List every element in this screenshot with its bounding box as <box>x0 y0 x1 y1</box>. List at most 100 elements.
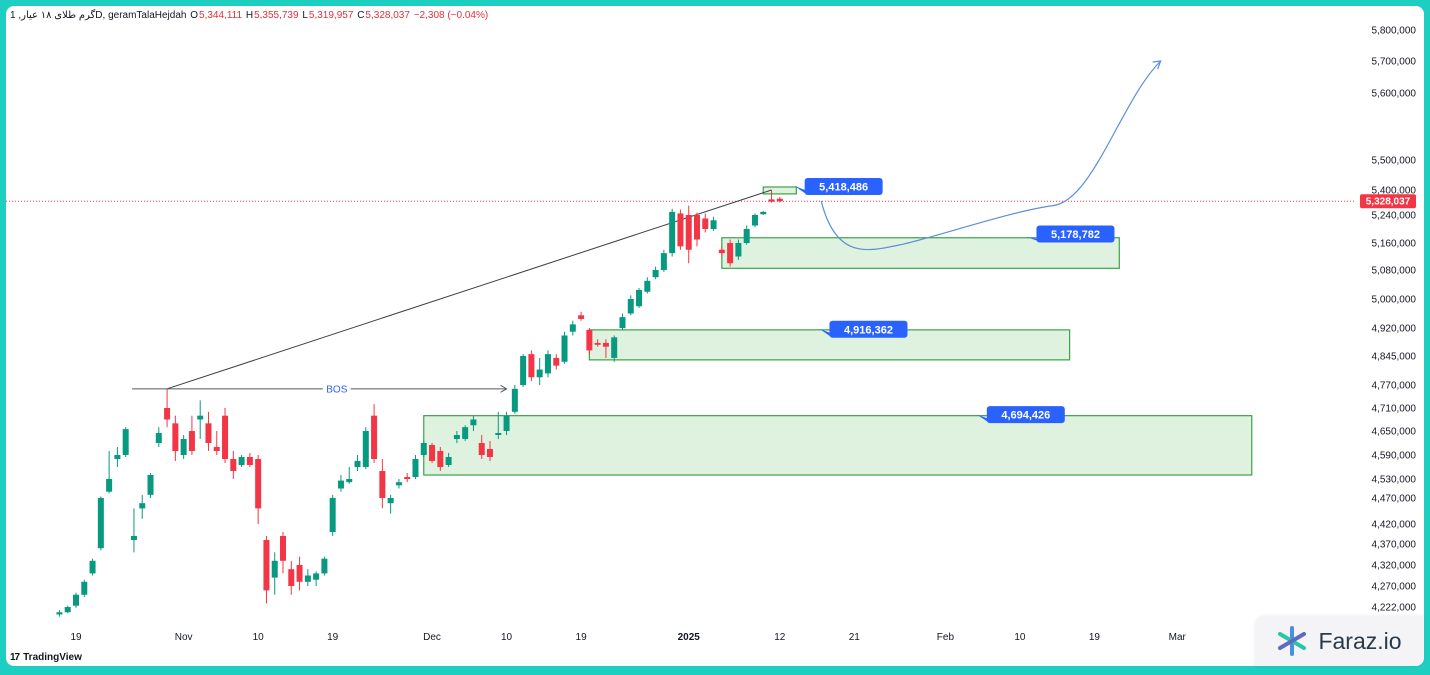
x-tick-label: Nov <box>175 632 193 643</box>
candle-body <box>222 415 229 459</box>
low-value: 5,319,957 <box>308 10 354 21</box>
candle-body <box>677 213 684 247</box>
tradingview-logo[interactable]: 17 TradingView <box>10 652 82 663</box>
y-tick-label: 5,500,000 <box>1372 156 1417 167</box>
candle-body <box>453 435 460 439</box>
price-callout-box <box>829 320 908 338</box>
y-tick-label: 4,370,000 <box>1372 540 1417 551</box>
price-callout-box <box>986 406 1065 424</box>
candle-body <box>660 253 667 270</box>
candle-body <box>685 215 692 250</box>
tradingview-text: TradingView <box>23 652 82 663</box>
y-tick-label: 4,770,000 <box>1372 381 1417 392</box>
close-value: 5,328,037 <box>365 10 410 21</box>
candle-body <box>387 498 394 504</box>
y-tick-label: 5,600,000 <box>1372 89 1417 100</box>
candle-body <box>495 433 502 435</box>
candle-body <box>694 215 700 240</box>
close-label: C <box>357 10 365 21</box>
candle-body <box>569 324 576 332</box>
candle-body <box>536 369 543 378</box>
candle-body <box>122 429 129 455</box>
candle-body <box>652 270 659 278</box>
candle-body <box>172 423 179 451</box>
candle-body <box>462 427 469 439</box>
projection-curve <box>820 60 1162 251</box>
y-tick-label: 5,160,000 <box>1372 239 1417 250</box>
open-value: 5,344,111 <box>199 10 243 21</box>
candle-body <box>97 498 104 549</box>
high-label: H <box>245 10 254 21</box>
candle-body <box>395 482 402 486</box>
price-callout-label: 4,916,362 <box>844 324 893 336</box>
chart-frame: گرم طلای ۱۸ عیار, 1D, geramTalaHejdah O5… <box>6 6 1424 666</box>
candle-body <box>437 451 444 467</box>
y-tick-label: 4,920,000 <box>1372 324 1417 335</box>
tradingview-icon: 17 <box>10 652 20 663</box>
candle-body <box>511 388 518 412</box>
price-callout-label: 5,418,486 <box>819 182 868 194</box>
faraz-watermark: Faraz.io <box>1255 616 1423 666</box>
high-value: 5,355,739 <box>254 10 299 21</box>
x-tick-label: 2025 <box>678 632 701 643</box>
candle-body <box>611 337 618 358</box>
candle-body <box>205 423 212 443</box>
y-tick-label: 4,845,000 <box>1372 352 1417 363</box>
candle-body <box>710 220 717 229</box>
x-tick-label: 10 <box>501 632 513 643</box>
x-tick-label: 19 <box>1089 632 1101 643</box>
symbol-header: گرم طلای ۱۸ عیار, 1D, geramTalaHejdah O5… <box>10 10 489 21</box>
candle-body <box>346 479 353 483</box>
bos-arrow-head <box>500 384 508 393</box>
candle-body <box>271 560 278 578</box>
candle-body <box>379 471 386 498</box>
candle-body <box>586 329 593 351</box>
candle-body <box>760 211 767 215</box>
candle-body <box>669 211 676 254</box>
bos-label: BOS <box>326 384 347 395</box>
y-tick-label: 4,222,000 <box>1372 603 1417 614</box>
candle-body <box>321 558 328 574</box>
candle-body <box>578 315 585 319</box>
candle-body <box>213 447 220 451</box>
candle-body <box>354 461 361 467</box>
candle-body <box>230 459 237 471</box>
faraz-logo-icon <box>1278 626 1307 656</box>
candle-body <box>553 357 560 366</box>
candle-body <box>246 457 253 465</box>
candle-body <box>188 431 195 451</box>
candle-body <box>362 431 369 467</box>
y-tick-label: 4,530,000 <box>1372 475 1417 486</box>
candle-body <box>627 299 634 314</box>
candle-body <box>147 475 154 495</box>
price-chart[interactable]: BOS 5,418,486 5,178,782 4,916,362 4,694,426… <box>6 6 1424 666</box>
candle-body <box>56 612 63 615</box>
x-tick-label: 12 <box>774 632 786 643</box>
candle-body <box>371 415 378 459</box>
candle-body <box>776 198 783 202</box>
price-callout-label: 4,694,426 <box>1001 410 1050 422</box>
x-tick-label: Dec <box>423 632 441 643</box>
candle-body <box>180 439 187 455</box>
candle-body <box>768 199 775 202</box>
y-tick-label: 5,000,000 <box>1372 295 1417 306</box>
y-tick-label: 4,320,000 <box>1372 561 1417 572</box>
candle-body <box>106 479 113 492</box>
candle-body <box>487 449 493 457</box>
candle-body <box>304 575 311 582</box>
y-tick-label: 5,800,000 <box>1372 26 1417 37</box>
price-callout-box <box>804 178 883 195</box>
support-zone <box>762 186 797 195</box>
candle-body <box>288 569 295 586</box>
x-tick-label: 21 <box>849 632 861 643</box>
candle-body <box>718 249 725 254</box>
y-tick-label: 5,080,000 <box>1372 266 1417 277</box>
candle-body <box>478 443 485 455</box>
candle-body <box>81 581 88 595</box>
symbol-name[interactable]: گرم طلای ۱۸ عیار, 1D, geramTalaHejdah <box>10 10 187 21</box>
candle-body <box>520 356 527 385</box>
candle-body <box>296 565 303 582</box>
candle-body <box>602 342 609 347</box>
y-tick-label: 4,270,000 <box>1372 582 1417 593</box>
x-tick-label: 10 <box>1014 632 1026 643</box>
